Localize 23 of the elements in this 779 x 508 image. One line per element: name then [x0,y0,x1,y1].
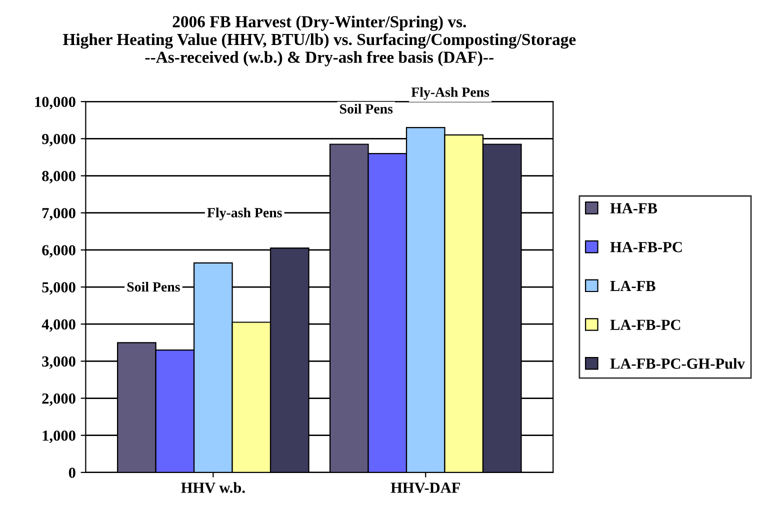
legend-label: LA-FB-PC [610,320,680,330]
text: Fly-Ash Pens [411,87,490,100]
y-tick-label: 0 [68,468,76,478]
y-tick-label: 10,000 [35,96,76,110]
annotation: Soil Pens [340,104,393,114]
y-tick-label: 4,000 [42,319,76,332]
legend-label: LA-FB-PC-GH-Pulv [610,358,745,369]
x-tick-label: HHV-DAF [390,482,460,493]
y-tick-label: 3,000 [42,356,76,369]
legend-label: HA-FB [610,203,658,214]
annotation: Fly-ash Pens [207,208,282,220]
y-tick-label: 2,000 [42,393,76,406]
y-tick-label: 6,000 [42,245,76,258]
legend-label: LA-FB [610,280,656,292]
x-tick-label: HHV w.b. [181,482,245,493]
y-tick-label: 5,000 [42,282,76,295]
y-tick-label: 1,000 [42,430,76,444]
chart-title: 2006 FB Harvest (Dry-Winter/Spring) vs. Higher Heating Value (HHV, BTU/lb) vs. Surfacing/Composting/Storage --As-received (w.b.) & Dry-ash free basis (DAF)-- [63,16,576,66]
annotation: Soil Pens [127,282,180,292]
y-tick-label: 9,000 [42,134,76,146]
y-tick-label: 8,000 [42,170,76,184]
y-tick-label: 7,000 [42,208,76,221]
legend-label: HA-FB-PC [610,242,682,252]
